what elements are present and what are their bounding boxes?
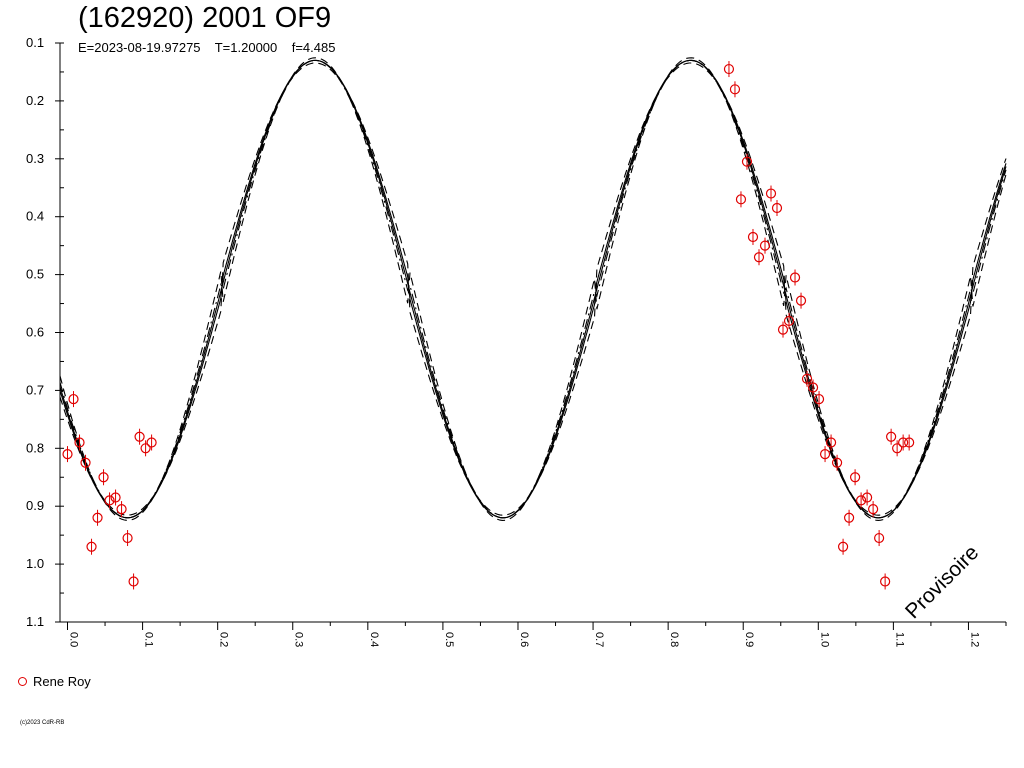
data-point <box>735 194 747 205</box>
y-tick-label: 0.2 <box>26 93 44 108</box>
data-point <box>795 295 807 306</box>
data-point <box>134 431 145 442</box>
model-curve-lower-2 <box>59 62 1007 516</box>
data-point <box>723 63 735 75</box>
data-point <box>819 448 831 460</box>
data-point <box>801 373 813 384</box>
data-point <box>122 532 133 544</box>
legend: Rene Roy <box>18 674 91 689</box>
x-tick-label: 0.3 <box>293 632 305 647</box>
x-tick-label: 0.4 <box>368 632 380 647</box>
data-point <box>868 503 879 515</box>
data-point <box>753 252 765 263</box>
data-point <box>813 393 825 405</box>
data-point <box>62 448 73 460</box>
legend-marker <box>18 677 27 686</box>
data-point <box>765 188 777 199</box>
data-point <box>759 240 771 251</box>
model-curve-upper-1 <box>59 59 1007 519</box>
data-point <box>886 431 897 442</box>
data-point <box>892 443 903 454</box>
y-tick-label: 0.1 <box>26 35 44 50</box>
data-point <box>874 532 885 544</box>
data-point <box>74 437 85 448</box>
data-point <box>92 512 103 523</box>
data-point <box>729 84 741 95</box>
data-point <box>777 324 789 335</box>
data-point <box>116 503 127 515</box>
x-tick-label: 0.2 <box>218 632 230 647</box>
legend-label: Rene Roy <box>33 674 91 689</box>
data-point <box>789 272 801 283</box>
data-point <box>86 541 97 552</box>
y-tick-label: 0.4 <box>26 209 44 224</box>
x-tick-label: 1.1 <box>893 632 905 647</box>
chart-title: (162920) 2001 OF9 <box>78 2 332 34</box>
data-point <box>146 437 157 448</box>
data-point <box>68 393 79 405</box>
data-point <box>783 315 795 327</box>
y-tick-label: 0.3 <box>26 151 44 166</box>
y-tick-label: 0.9 <box>26 498 44 513</box>
data-point <box>747 231 759 243</box>
x-tick-label: 1.0 <box>818 632 830 647</box>
y-tick-label: 1.0 <box>26 556 44 571</box>
data-point <box>98 472 109 483</box>
data-point <box>104 495 115 506</box>
data-point <box>898 437 909 448</box>
data-point <box>825 437 837 448</box>
y-tick-label: 1.1 <box>26 614 44 629</box>
data-point <box>904 437 915 448</box>
x-tick-label: 0.9 <box>743 632 755 647</box>
data-point <box>128 576 139 587</box>
data-point <box>831 457 843 468</box>
x-tick-label: 0.0 <box>68 632 80 647</box>
x-tick-label: 0.6 <box>518 632 530 647</box>
y-tick-label: 0.5 <box>26 267 44 282</box>
y-tick-label: 0.8 <box>26 440 44 455</box>
data-point <box>849 472 861 483</box>
data-point <box>862 492 873 503</box>
data-point <box>80 457 91 468</box>
data-point <box>741 156 753 167</box>
x-tick-label: 0.1 <box>143 632 155 647</box>
chart-subtitle: E=2023-08-19.97275 T=1.20000 f=4.485 <box>78 40 336 55</box>
model-curve-upper-2 <box>59 57 1007 521</box>
x-tick-label: 0.5 <box>443 632 455 647</box>
x-tick-label: 0.7 <box>593 632 605 647</box>
copyright-text: (c)2023 CdR-RB <box>20 720 65 726</box>
model-curve-lower-1 <box>59 59 1007 519</box>
data-point <box>771 202 783 214</box>
y-tick-label: 0.7 <box>26 382 44 397</box>
model-curve-fit <box>59 59 1007 519</box>
data-point <box>855 495 867 506</box>
data-point <box>807 382 819 393</box>
data-point <box>110 492 121 503</box>
data-point <box>837 541 849 552</box>
data-point <box>880 576 891 587</box>
x-tick-label: 1.2 <box>968 632 980 647</box>
data-point <box>843 512 855 523</box>
y-tick-label: 0.6 <box>26 325 44 340</box>
x-tick-label: 0.8 <box>668 632 680 647</box>
data-point <box>140 443 151 454</box>
